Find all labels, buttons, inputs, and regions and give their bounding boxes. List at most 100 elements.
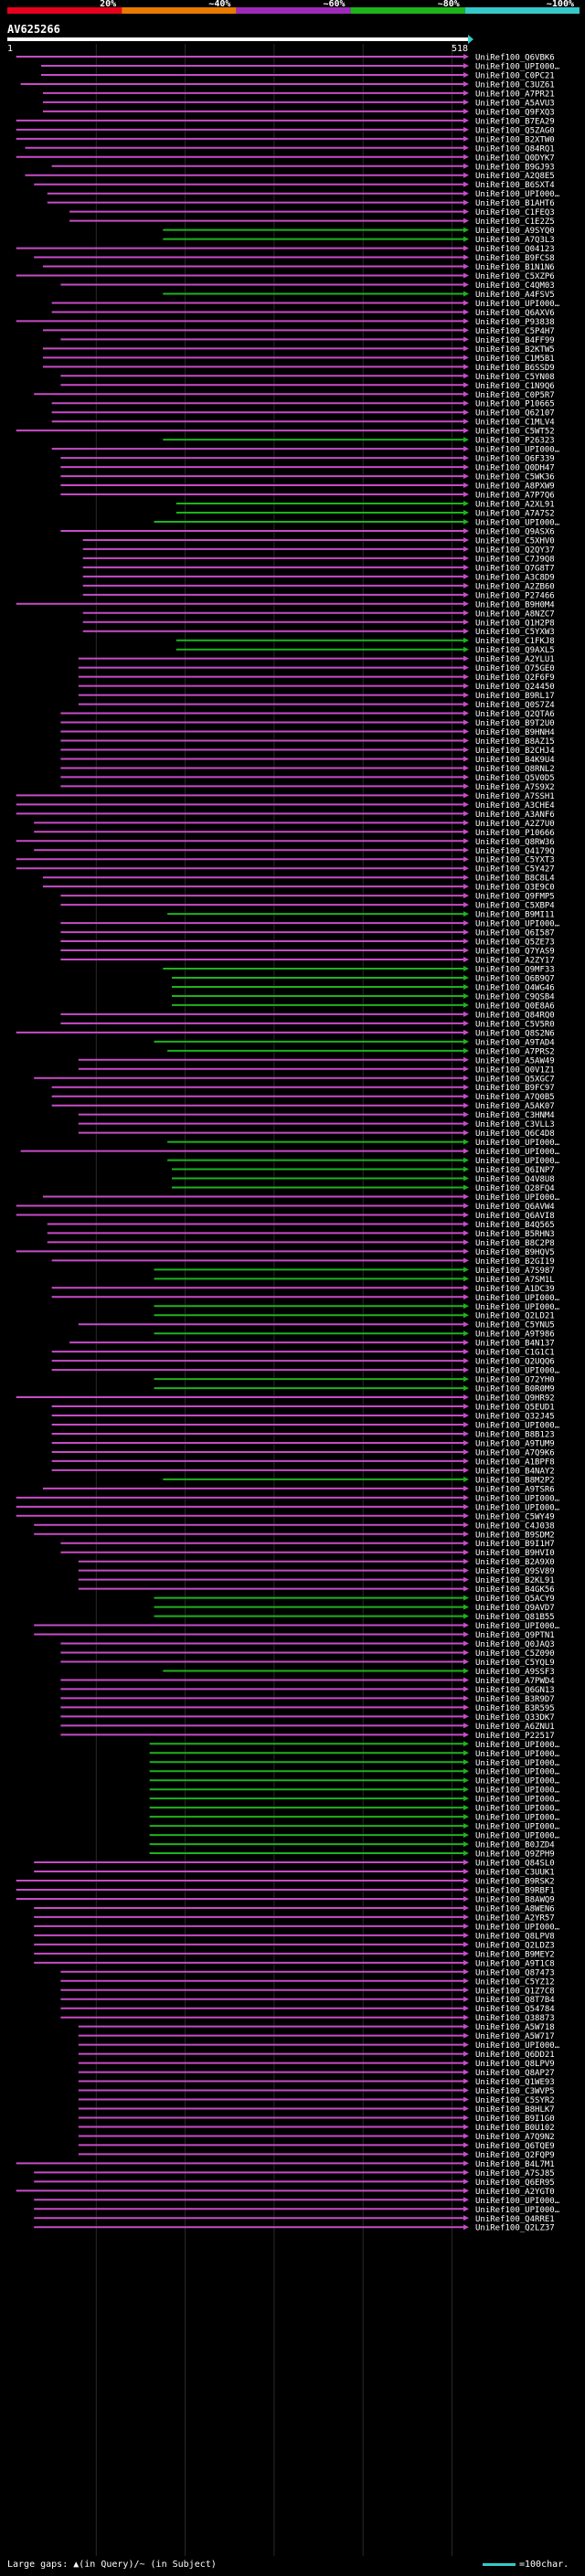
- hit-label: UniRef100_Q54784: [475, 2005, 555, 2014]
- hit-label: UniRef100_Q32J45: [475, 1413, 555, 1422]
- hit-label: UniRef100_Q24450: [475, 683, 555, 692]
- hit-arrow: [463, 482, 469, 489]
- hit-label: UniRef100_Q1WE93: [475, 2078, 555, 2087]
- hit-row: UniRef100_Q6AVW4: [16, 1203, 555, 1212]
- scale-label: ~60%: [324, 0, 346, 9]
- scale-segment: [236, 7, 351, 14]
- hit-label: UniRef100_B7EA29: [475, 117, 555, 126]
- hit-row: UniRef100_UPI000…: [34, 2206, 560, 2215]
- hit-row: UniRef100_A5AW49: [78, 1056, 555, 1065]
- hit-row: UniRef100_Q9HR92: [16, 1394, 555, 1404]
- hit-label: UniRef100_Q5ZAG0: [475, 126, 555, 135]
- hit-label: UniRef100_Q84RQ0: [475, 1011, 555, 1020]
- hit-arrow: [463, 875, 469, 881]
- hit-row: UniRef100_Q1Z7C8: [60, 1987, 555, 1996]
- hit-arrow: [463, 1923, 469, 1929]
- hit-row: UniRef100_B9T2U0: [60, 719, 555, 728]
- hit-arrow: [463, 1659, 469, 1665]
- hit-arrow: [463, 2041, 469, 2048]
- hit-arrow: [463, 437, 469, 443]
- hit-row: UniRef100_UPI000…: [149, 1777, 560, 1786]
- hit-row: UniRef100_UPI000…: [51, 446, 560, 455]
- hit-label: UniRef100_Q9ASX6: [475, 527, 555, 536]
- hit-arrow: [463, 1649, 469, 1656]
- hit-row: UniRef100_C3VLL3: [78, 1120, 555, 1129]
- hit-arrow: [463, 1750, 469, 1756]
- hit-arrow: [463, 1093, 469, 1099]
- hit-row: UniRef100_Q4WG46: [172, 983, 555, 992]
- scale-segment: [122, 7, 237, 14]
- hit-row: UniRef100_Q6INP7: [172, 1166, 555, 1175]
- hit-row: UniRef100_UPI000…: [34, 2197, 560, 2206]
- hit-arrow: [463, 1285, 469, 1291]
- hit-row: UniRef100_C5Y427: [16, 865, 555, 875]
- hit-label: UniRef100_UPI000…: [475, 2206, 560, 2215]
- hit-row: UniRef100_Q5ZAG0: [16, 126, 555, 135]
- hit-arrow: [463, 2051, 469, 2057]
- hit-label: UniRef100_Q84SL0: [475, 1860, 555, 1869]
- hit-row: UniRef100_C3HNM4: [78, 1111, 555, 1120]
- hit-label: UniRef100_C1FKJ8: [475, 637, 555, 646]
- hit-row: UniRef100_C1FEQ3: [69, 208, 555, 217]
- hit-label: UniRef100_P10666: [475, 829, 555, 838]
- hit-arrow: [463, 1448, 469, 1455]
- hit-arrow: [463, 1321, 469, 1328]
- hit-label: UniRef100_C5WT52: [475, 428, 555, 437]
- hit-row: UniRef100_B2A9X0: [78, 1558, 555, 1567]
- hit-row: UniRef100_Q2LDZ3: [34, 1941, 555, 1950]
- hit-arrow: [463, 1349, 469, 1355]
- hit-label: UniRef100_C9QSB4: [475, 992, 555, 1002]
- hit-label: UniRef100_C5YQL9: [475, 1659, 555, 1668]
- hit-row: UniRef100_C5YQL9: [60, 1659, 555, 1668]
- hit-label: UniRef100_UPI000…: [475, 1750, 560, 1759]
- hit-row: UniRef100_Q2UQQ6: [51, 1358, 555, 1367]
- hit-label: UniRef100_Q6AXV6: [475, 309, 555, 318]
- hit-arrow: [463, 646, 469, 652]
- hit-row: UniRef100_A7SM1L: [154, 1276, 555, 1285]
- hit-arrow: [463, 1704, 469, 1711]
- hit-label: UniRef100_Q0DYK7: [475, 154, 555, 163]
- hit-row: UniRef100_Q1WE93: [78, 2078, 555, 2087]
- scale-legend: =100char.: [477, 2560, 569, 2570]
- hit-arrow: [463, 80, 469, 87]
- hit-label: UniRef100_Q4RRE1: [475, 2215, 555, 2224]
- hit-label: UniRef100_UPI000…: [475, 1157, 560, 1166]
- hit-row: UniRef100_B2GI19: [51, 1257, 555, 1267]
- hit-row: UniRef100_UPI000…: [149, 1796, 560, 1805]
- hit-label: UniRef100_C3UUK1: [475, 1869, 555, 1878]
- hit-arrow: [463, 536, 469, 543]
- hit-row: UniRef100_C5YNU5: [78, 1321, 555, 1330]
- hit-label: UniRef100_B4NAY2: [475, 1467, 555, 1476]
- hit-label: UniRef100_UPI000…: [475, 1139, 560, 1148]
- scale-label: ~40%: [208, 0, 230, 9]
- hit-row: UniRef100_A3CHE4: [16, 801, 555, 811]
- hit-row: UniRef100_Q0DYK7: [16, 154, 555, 163]
- hit-arrow: [463, 938, 469, 945]
- hit-row: UniRef100_B8C8L4: [42, 875, 555, 884]
- hit-arrow: [463, 1340, 469, 1346]
- hit-arrow: [463, 1075, 469, 1081]
- hit-arrow: [463, 1157, 469, 1163]
- hit-arrow: [463, 811, 469, 817]
- hit-arrow: [463, 1139, 469, 1145]
- hit-row: UniRef100_B9HQV5: [16, 1248, 555, 1257]
- query-title: AV625266: [7, 23, 60, 36]
- hit-label: UniRef100_B9HQV5: [475, 1248, 555, 1257]
- hit-label: UniRef100_B1AHT6: [475, 199, 555, 208]
- hit-label: UniRef100_B4N137: [475, 1340, 555, 1349]
- hit-row: UniRef100_Q9MF33: [163, 966, 555, 975]
- hit-row: UniRef100_Q5V0D5: [60, 774, 555, 783]
- hit-arrow: [463, 71, 469, 78]
- hit-arrow: [463, 245, 469, 251]
- hit-label: UniRef100_B9RL17: [475, 692, 555, 701]
- hit-arrow: [463, 1585, 469, 1592]
- hit-row: UniRef100_A7PWD4: [60, 1677, 555, 1686]
- hit-row: UniRef100_C1N9Q6: [60, 382, 555, 391]
- hit-label: UniRef100_B4L7M1: [475, 2160, 555, 2169]
- hit-arrow: [463, 382, 469, 388]
- hit-arrow: [463, 327, 469, 334]
- hit-label: UniRef100_A9T1C8: [475, 1959, 555, 1968]
- hit-arrow: [463, 1741, 469, 1747]
- hit-row: UniRef100_Q5ZE73: [60, 938, 555, 948]
- hit-arrow: [463, 501, 469, 507]
